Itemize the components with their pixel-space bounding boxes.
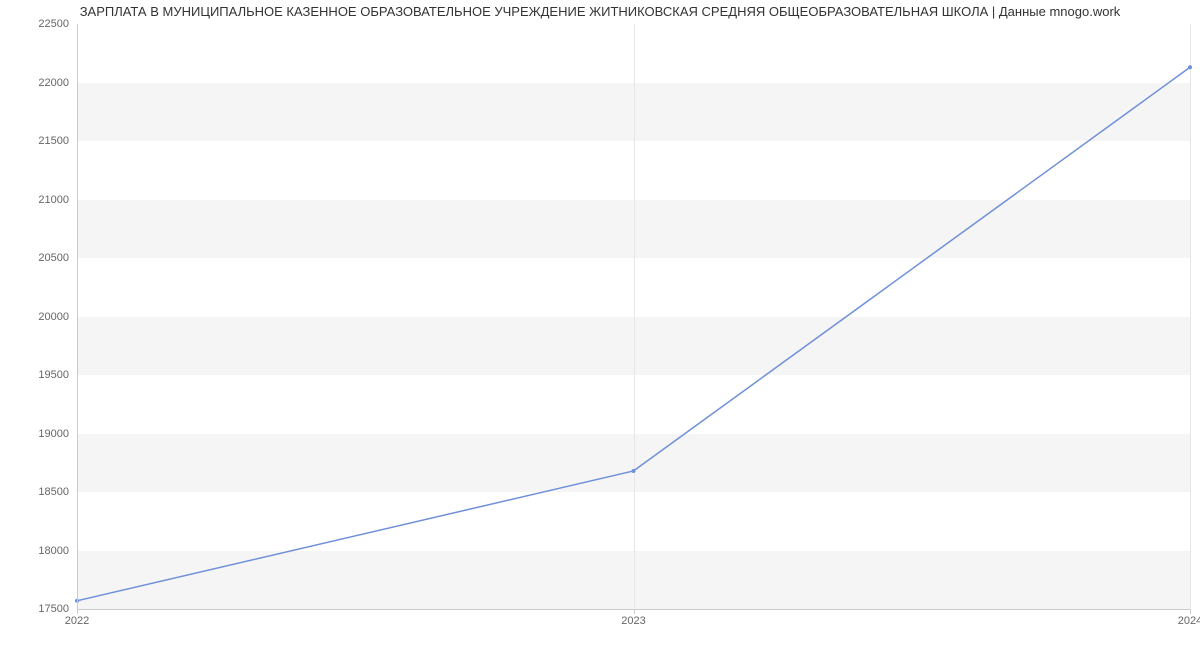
y-tick-label: 21000 [38,194,69,206]
salary-chart: ЗАРПЛАТА В МУНИЦИПАЛЬНОЕ КАЗЕННОЕ ОБРАЗО… [0,0,1200,650]
y-tick-label: 22000 [38,77,69,89]
y-tick-label: 20500 [38,252,69,264]
y-tick-label: 20000 [38,311,69,323]
y-axis-line [77,24,78,609]
y-tick-label: 17500 [38,603,69,615]
x-tick-label: 2023 [621,615,645,627]
plot-area: 1750018000185001900019500200002050021000… [77,24,1190,609]
x-tick-label: 2024 [1178,615,1200,627]
y-tick-label: 19000 [38,428,69,440]
x-axis-line [77,609,1190,610]
x-grid-line [1190,24,1191,609]
y-tick-label: 19500 [38,369,69,381]
y-tick-label: 18500 [38,486,69,498]
x-tick-mark [1190,609,1191,614]
y-tick-label: 18000 [38,545,69,557]
chart-title: ЗАРПЛАТА В МУНИЦИПАЛЬНОЕ КАЗЕННОЕ ОБРАЗО… [0,4,1200,19]
series-marker-salary [1188,65,1192,69]
series-marker-salary [632,469,636,473]
series-line-salary [77,67,1190,601]
line-layer [77,24,1190,609]
y-tick-label: 22500 [38,18,69,30]
x-tick-label: 2022 [65,615,89,627]
y-tick-label: 21500 [38,135,69,147]
